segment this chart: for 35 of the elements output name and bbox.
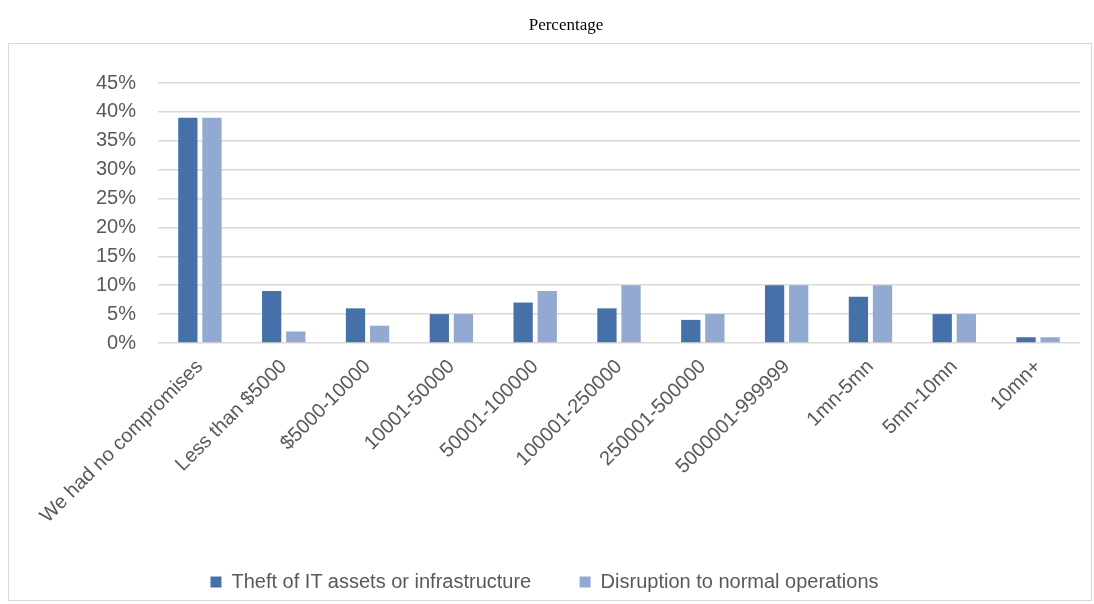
bar: [764, 285, 785, 343]
bar: [621, 285, 641, 343]
y-tick-label: 10%: [95, 272, 137, 295]
legend-label: Theft of IT assets or infrastructure: [231, 569, 532, 592]
bar: [262, 291, 282, 343]
bar: [1016, 337, 1036, 343]
bar: [453, 314, 474, 343]
bar: [1040, 337, 1060, 343]
y-tick-label: 15%: [95, 243, 137, 266]
bar: [848, 296, 869, 343]
bar: [681, 319, 701, 343]
bar: [956, 314, 976, 343]
bar: [369, 325, 390, 343]
y-tick-label: 40%: [95, 99, 137, 122]
legend-label: Disruption to normal operations: [600, 569, 879, 592]
chart-title: Percentage: [527, 15, 605, 35]
bar: [513, 302, 533, 343]
y-tick-label: 45%: [95, 70, 137, 93]
y-tick-label: 25%: [95, 186, 137, 209]
bar: [789, 285, 809, 343]
bar: [705, 314, 725, 343]
y-tick-label: 5%: [107, 301, 137, 324]
bar: [932, 314, 952, 343]
bar: [178, 117, 198, 343]
bar: [202, 117, 222, 343]
bar: [597, 308, 617, 343]
bar: [345, 308, 366, 343]
bar: [872, 285, 893, 343]
y-tick-label: 20%: [95, 214, 137, 237]
y-tick-label: 0%: [107, 330, 137, 353]
y-tick-label: 30%: [95, 157, 137, 180]
bar: [286, 331, 306, 343]
bar: [537, 291, 557, 343]
y-tick-label: 35%: [95, 128, 137, 151]
bar: [429, 314, 449, 343]
